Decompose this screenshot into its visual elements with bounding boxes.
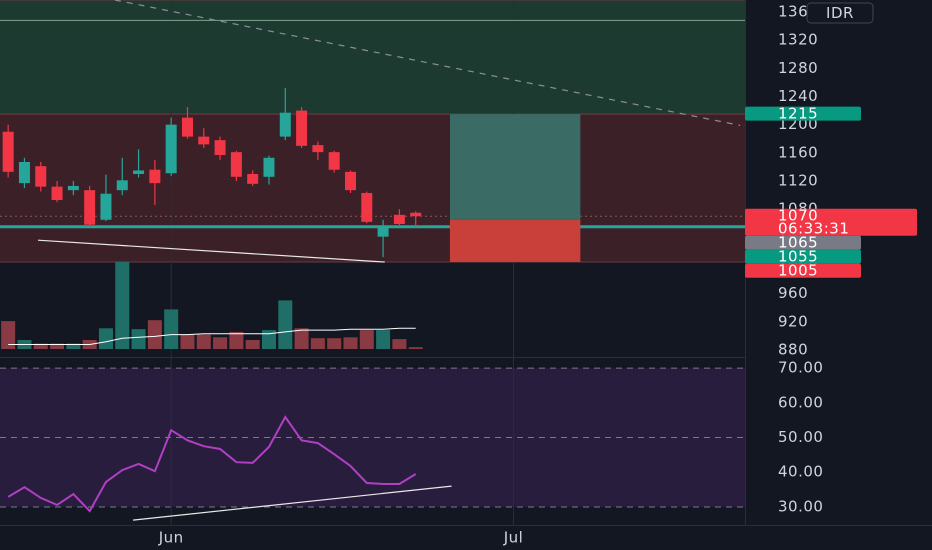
rsi-tick-label: 70.00 [778,359,823,377]
candle-body [181,117,193,137]
volume-bar [147,320,162,349]
price-label: 1055 [778,248,818,266]
volume-bar [359,330,374,349]
zone [0,0,745,115]
volume-bar [294,328,309,349]
candle-body [393,214,405,224]
x-tick-label: Jul [503,529,524,547]
volume-bar [180,334,195,349]
candle-body [2,131,14,172]
volume-bar [213,337,228,349]
y-tick-label: 1160 [778,143,818,161]
currency-badge [806,2,874,24]
y-tick-label: 1280 [778,59,818,77]
volume-ma [8,327,416,345]
volume-bar [50,343,65,349]
volume-bar [376,330,391,349]
rsi-tick-label: 40.00 [778,463,823,481]
price-label-bg [745,249,861,264]
trendline [37,239,385,263]
price-label: 1065 [778,234,818,252]
price-label-bg [745,208,917,236]
rsi-line [7,415,417,513]
rsi-tick-label: 50.00 [778,428,823,446]
volume-bar [261,330,276,349]
candle-body [263,157,275,177]
candle-body [35,166,47,187]
y-tick-label: 1320 [778,31,818,49]
volume-bar [408,347,423,349]
rsi-tick-label: 30.00 [778,497,823,515]
candle-body [67,185,79,191]
candle-body [165,124,177,174]
y-tick-label: 960 [778,284,808,302]
candle-body [410,212,422,217]
volume-bar [1,321,16,349]
y-tick-label: 880 [778,341,808,359]
candle-body [344,171,356,191]
candle-body [230,152,242,177]
volume-bar [66,343,81,349]
volume-bar [327,338,342,349]
x-tick-label: Jun [158,529,184,547]
price-countdown: 06:33:31 [778,220,849,238]
candle-body [100,193,112,220]
candle-body [312,145,324,153]
zone [0,114,745,263]
price-label-bg [745,106,861,121]
trendline [114,0,741,126]
candle-body [328,152,340,170]
volume-bar [278,300,293,349]
candle-body [361,192,373,222]
candle-body [84,190,96,225]
candle-body [279,112,291,137]
rsi-tick-label: 60.00 [778,393,823,411]
volume-bar [115,261,130,349]
candle-body [18,162,30,184]
candle-body [51,186,63,201]
price-label-bg [745,235,861,250]
y-tick-label: 1120 [778,172,818,190]
volume-bar [164,309,179,349]
volume-bar [229,331,244,349]
candle-body [149,169,161,184]
price-label-bg [745,263,861,278]
candle-body [116,180,128,191]
volume-bar [310,338,325,349]
position-loss [449,219,581,263]
volume-bar [131,329,146,349]
candle-body [296,110,308,146]
candle-body [214,140,226,155]
candle-body [377,226,389,237]
y-tick-label: 920 [778,312,808,330]
currency-label: IDR [826,4,854,22]
volume-bar [245,340,260,349]
position-profit [449,114,581,220]
volume-bar [98,328,113,349]
candle-body [133,170,145,174]
candle-body [198,136,210,145]
volume-bar [33,343,48,349]
candle-body [247,173,259,184]
volume-bar [196,334,211,349]
rsi-trendline [132,485,452,521]
y-tick-label: 1240 [778,87,818,105]
price-label: 1215 [778,105,818,123]
volume-bar [392,339,407,349]
price-label: 1070 [778,207,818,225]
price-label: 1005 [778,262,818,280]
volume-bar [343,337,358,349]
